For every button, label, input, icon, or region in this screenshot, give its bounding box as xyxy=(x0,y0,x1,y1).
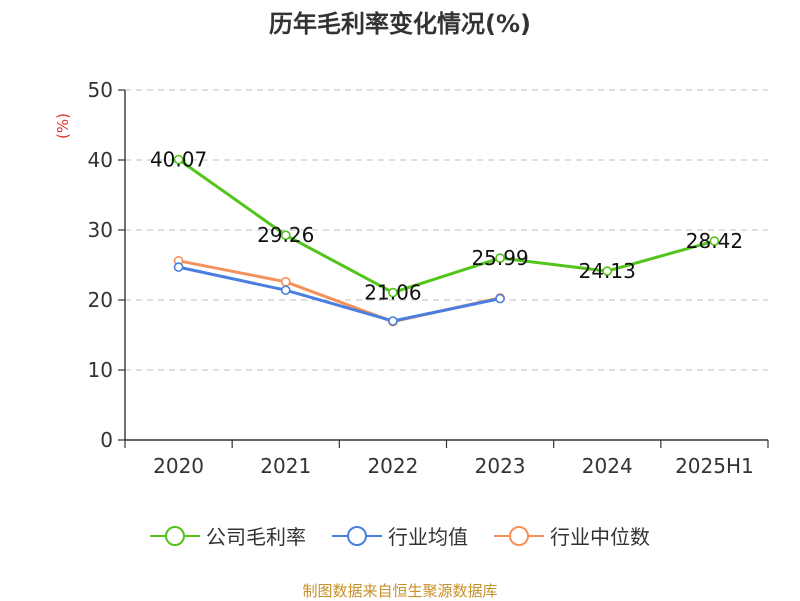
data-point xyxy=(280,276,291,287)
legend-label: 行业均值 xyxy=(388,525,468,549)
chart-title: 历年毛利率变化情况(%) xyxy=(269,10,531,38)
data-point xyxy=(495,253,505,263)
x-tick-label: 2022 xyxy=(367,454,418,478)
data-point xyxy=(709,236,720,246)
data-point xyxy=(495,293,505,304)
data-point xyxy=(388,316,398,326)
data-label: 28.42 xyxy=(686,229,743,253)
y-tick-label: 30 xyxy=(88,218,113,242)
x-tick-label: 2025H1 xyxy=(675,454,754,478)
data-label: 21.06 xyxy=(364,281,421,305)
legend-label: 公司毛利率 xyxy=(206,525,306,549)
data-label: 40.07 xyxy=(150,148,207,172)
source-note: 制图数据来自恒生聚源数据库 xyxy=(302,582,498,600)
y-tick-label: 50 xyxy=(88,78,113,102)
data-label: 24.13 xyxy=(579,259,636,283)
legend-item[interactable]: 行业均值 xyxy=(332,521,468,550)
legend: 公司毛利率 行业均值 行业中位数 xyxy=(0,521,800,550)
series-line xyxy=(177,158,715,295)
data-point xyxy=(602,266,613,276)
legend-item[interactable]: 公司毛利率 xyxy=(150,521,306,550)
x-tick-label: 2024 xyxy=(582,454,633,478)
legend-marker-icon xyxy=(150,525,200,546)
data-label: 29.26 xyxy=(257,223,314,247)
legend-marker-icon xyxy=(332,525,382,546)
series-line xyxy=(178,259,501,324)
data-point xyxy=(280,285,291,296)
legend-marker-icon xyxy=(494,525,544,546)
data-point xyxy=(173,262,184,272)
data-point xyxy=(280,230,291,240)
y-tick-label: 20 xyxy=(88,288,113,312)
x-tick-label: 2023 xyxy=(475,454,526,478)
y-tick-label: 10 xyxy=(88,358,113,382)
data-point xyxy=(173,154,184,165)
x-tick-label: 2021 xyxy=(260,454,311,478)
y-tick-label: 0 xyxy=(100,428,113,452)
x-tick-label: 2020 xyxy=(153,454,204,478)
series-line xyxy=(178,265,501,323)
legend-label: 行业中位数 xyxy=(550,525,650,549)
data-point xyxy=(388,287,398,298)
y-axis-label: (%) xyxy=(54,113,72,139)
legend-item[interactable]: 行业中位数 xyxy=(494,521,650,550)
data-label: 25.99 xyxy=(471,246,528,270)
y-tick-label: 40 xyxy=(88,148,113,172)
